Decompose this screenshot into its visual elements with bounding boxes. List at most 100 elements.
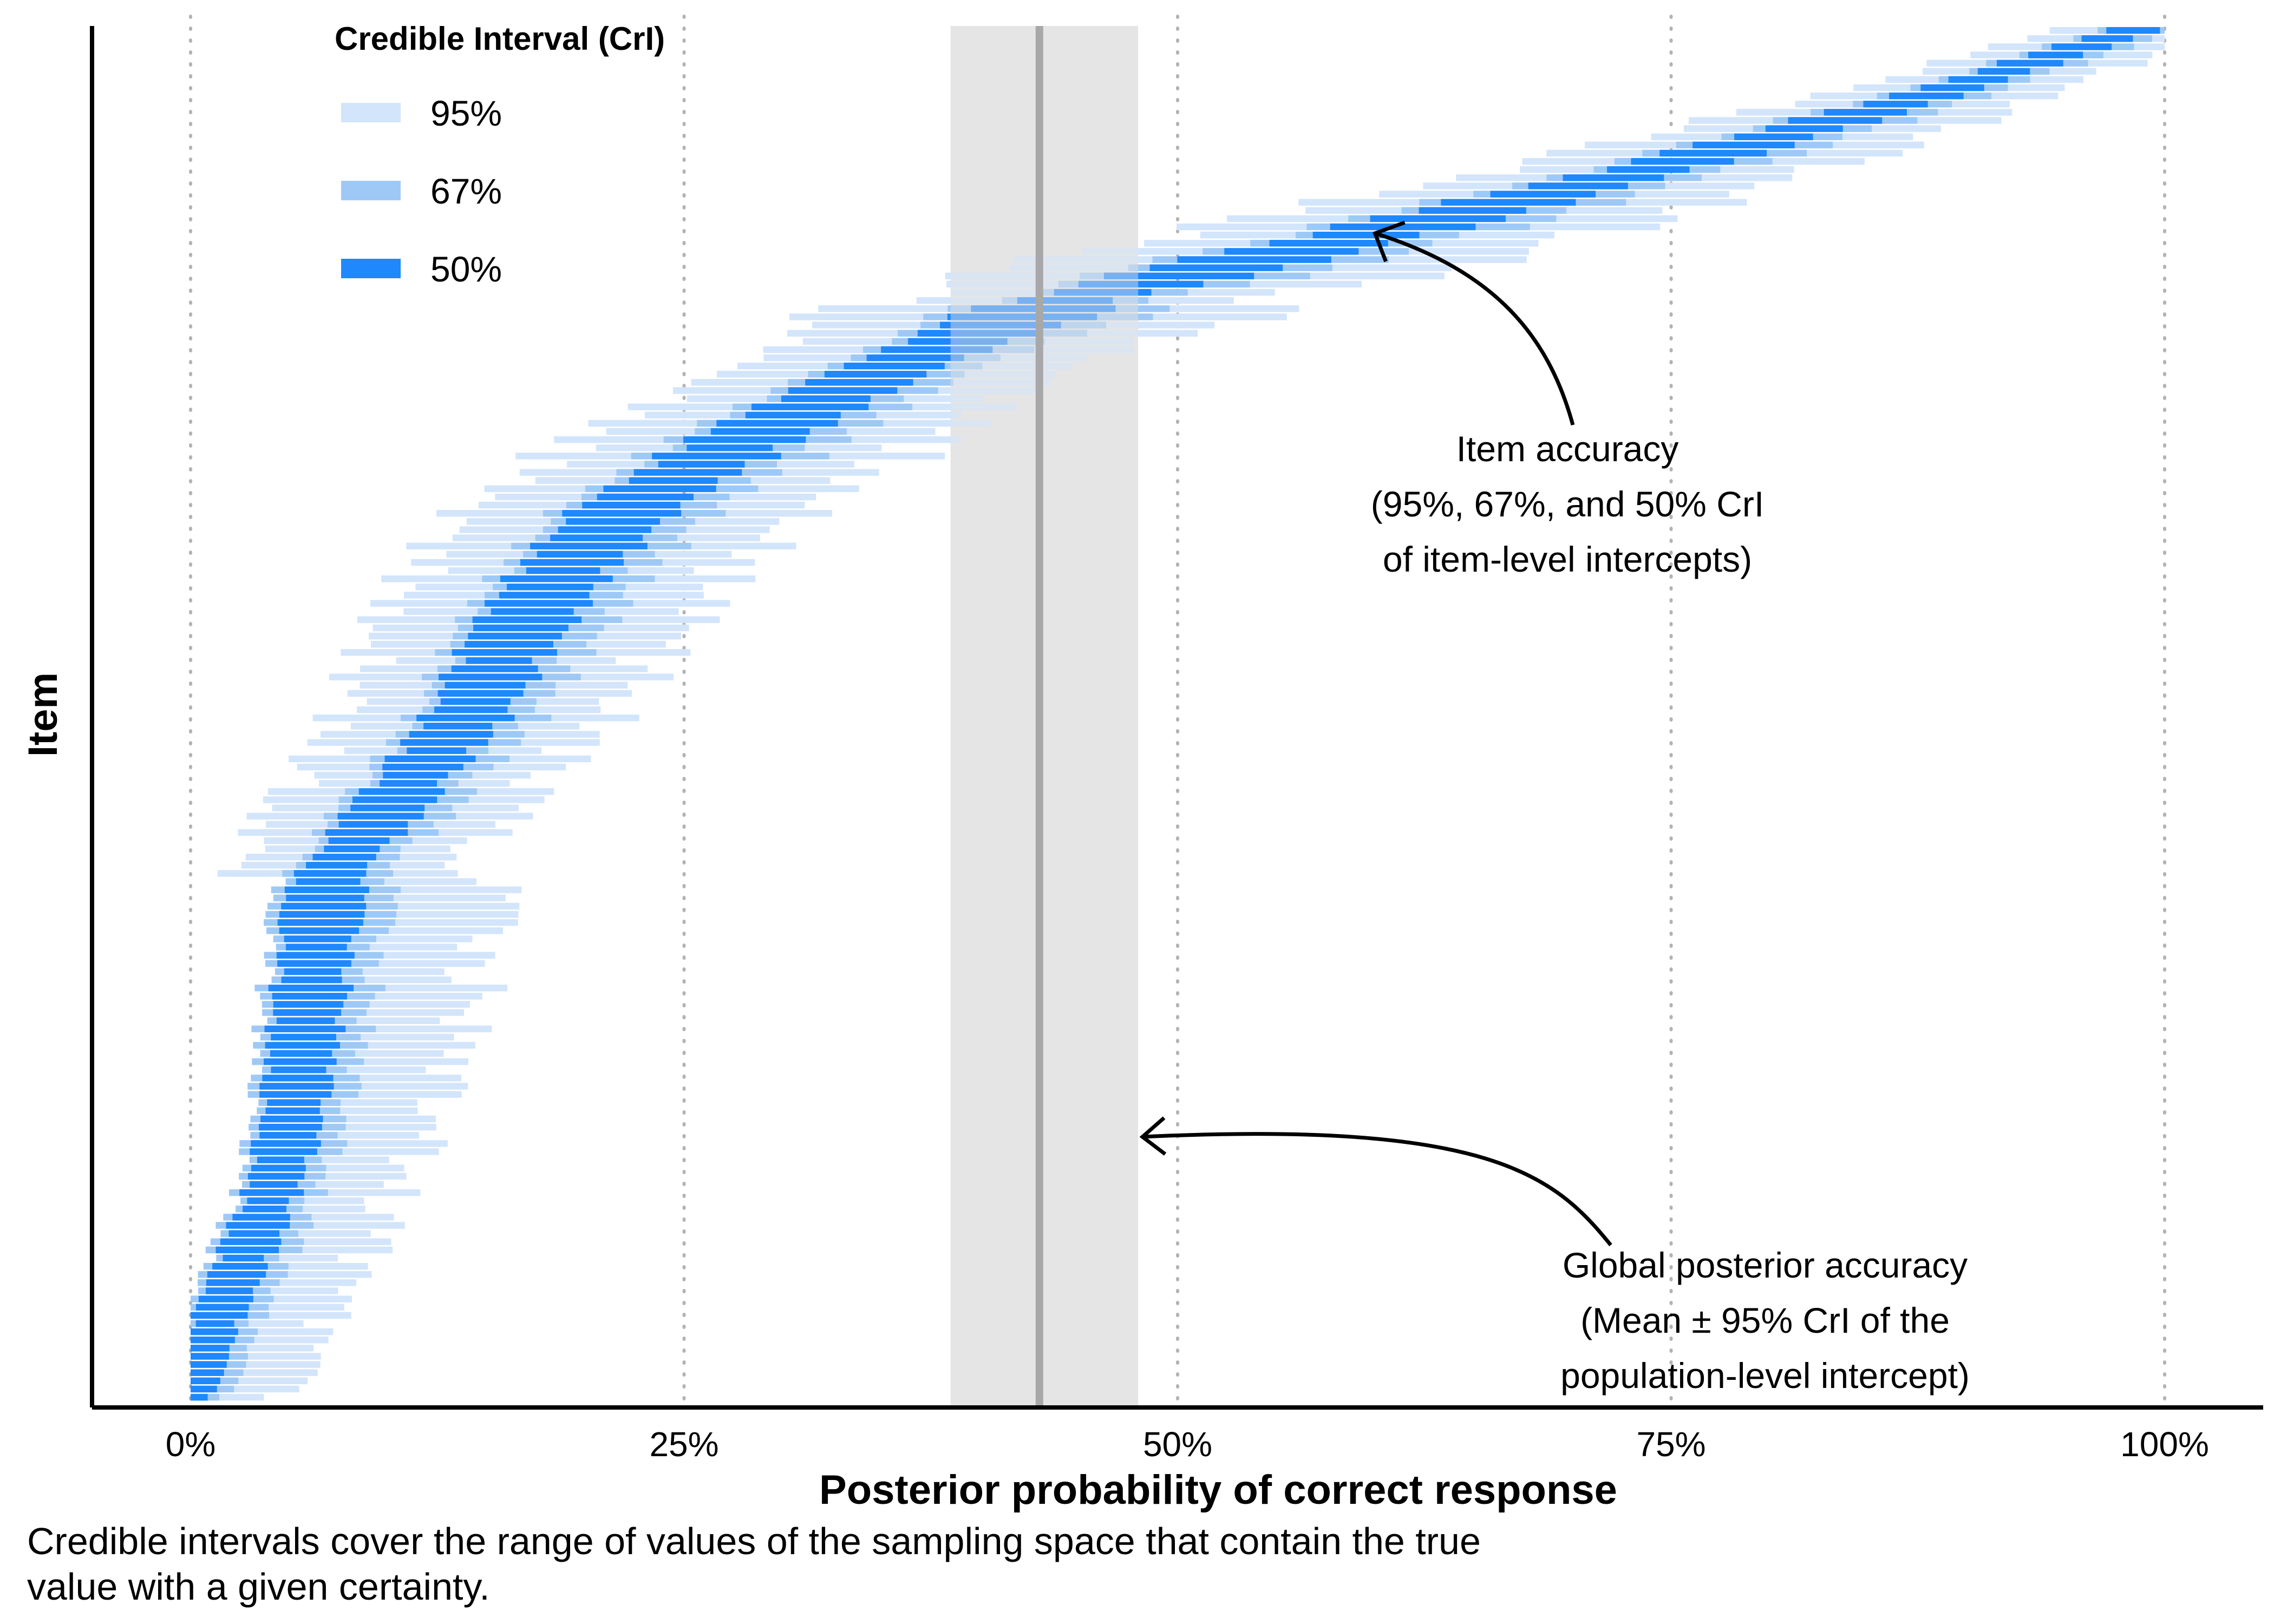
interval-50 <box>1693 141 1795 149</box>
interval-50 <box>352 796 437 803</box>
interval-50 <box>1078 280 1204 288</box>
interval-50 <box>866 354 964 362</box>
interval-50 <box>597 493 694 501</box>
x-axis-label: Posterior probability of correct respons… <box>819 1467 1617 1513</box>
x-tick-label: 100% <box>2120 1425 2209 1464</box>
legend-swatch <box>341 103 401 122</box>
interval-50 <box>220 1238 282 1246</box>
interval-50 <box>881 346 993 353</box>
interval-50 <box>434 706 508 713</box>
interval-50 <box>1054 289 1152 296</box>
interval-50 <box>191 1328 238 1335</box>
interval-50 <box>251 1140 321 1147</box>
interval-50 <box>781 395 871 402</box>
interval-50 <box>281 976 342 984</box>
interval-50 <box>633 469 742 476</box>
interval-50 <box>485 600 593 607</box>
interval-50 <box>566 518 660 525</box>
interval-50 <box>350 804 425 811</box>
interval-50 <box>358 788 445 795</box>
interval-50 <box>284 935 351 942</box>
interval-50 <box>195 1320 234 1327</box>
interval-50 <box>205 1287 253 1294</box>
interval-50 <box>603 485 716 493</box>
interval-50 <box>260 1115 323 1123</box>
interval-50 <box>191 1345 230 1352</box>
interval-50 <box>1920 84 1984 91</box>
interval-50 <box>1889 92 1964 100</box>
interval-50 <box>917 330 1041 337</box>
interval-50 <box>279 927 360 934</box>
legend: Credible Interval (CrI) 95% 67% 50% <box>335 21 665 289</box>
interval-50 <box>1977 68 2030 75</box>
interval-50 <box>1631 158 1734 165</box>
interval-50 <box>1996 60 2063 67</box>
interval-50 <box>272 993 347 1000</box>
interval-50 <box>1330 223 1476 231</box>
interval-50 <box>745 411 841 418</box>
interval-50 <box>259 1091 332 1098</box>
interval-50 <box>2106 27 2160 34</box>
interval-50 <box>207 1271 266 1278</box>
interval-50 <box>328 837 390 844</box>
interval-50 <box>285 944 347 951</box>
item-accuracy-label: (95%, 67%, and 50% CrI <box>1371 484 1764 524</box>
item-accuracy-arrow <box>1374 231 1575 425</box>
interval-50 <box>191 1337 235 1344</box>
interval-50 <box>383 771 448 779</box>
interval-50 <box>239 1189 304 1196</box>
interval-50 <box>271 1066 326 1073</box>
interval-50 <box>270 1050 332 1057</box>
interval-50 <box>265 1107 320 1115</box>
interval-50 <box>262 1075 334 1082</box>
interval-50 <box>472 616 582 623</box>
figure-caption: Credible intervals cover the range of va… <box>27 1520 1481 1608</box>
interval-50 <box>250 1181 298 1188</box>
interval-50 <box>582 501 681 509</box>
interval-50 <box>191 1377 220 1385</box>
interval-50 <box>530 542 648 549</box>
interval-50 <box>306 862 368 869</box>
axes: 0% 25% 50% 75% 100% Posterior probability of … <box>20 26 2263 1513</box>
interval-50 <box>191 1393 208 1401</box>
interval-50 <box>550 534 643 541</box>
interval-50 <box>273 1001 344 1008</box>
interval-50 <box>844 362 945 370</box>
item-intervals <box>191 26 2165 1407</box>
legend-swatch <box>341 181 401 200</box>
interval-50 <box>1607 166 1690 173</box>
interval-50 <box>751 403 869 410</box>
interval-50 <box>1863 101 1928 108</box>
global-accuracy-arrowhead <box>1139 1116 1167 1156</box>
interval-50 <box>1824 109 1907 116</box>
interval-50 <box>652 453 781 460</box>
interval-50 <box>710 428 810 435</box>
interval-50 <box>312 854 376 861</box>
interval-50 <box>1441 199 1576 206</box>
interval-50 <box>687 444 773 451</box>
interval-50 <box>629 477 718 484</box>
interval-50 <box>520 559 624 566</box>
interval-50 <box>445 682 526 689</box>
interval-50 <box>400 739 488 746</box>
item-accuracy-label: of item-level intercepts) <box>1383 539 1752 579</box>
interval-50 <box>1788 117 1883 124</box>
interval-50 <box>907 338 1008 345</box>
interval-50 <box>439 673 543 680</box>
interval-50 <box>805 379 913 386</box>
interval-50 <box>971 305 1116 312</box>
interval-50 <box>228 1230 279 1237</box>
x-tick-label: 0% <box>166 1425 216 1464</box>
interval-50 <box>258 1123 322 1131</box>
interval-50 <box>324 845 380 853</box>
interval-50 <box>440 698 511 705</box>
interval-50 <box>407 747 467 754</box>
global-accuracy-label: population-level intercept) <box>1560 1355 1970 1396</box>
interval-50 <box>215 1246 279 1254</box>
interval-50 <box>716 420 838 427</box>
interval-50 <box>2028 51 2083 58</box>
interval-50 <box>468 632 562 640</box>
interval-50 <box>473 624 568 632</box>
x-tick-label: 50% <box>1143 1425 1212 1464</box>
interval-50 <box>191 1353 229 1360</box>
